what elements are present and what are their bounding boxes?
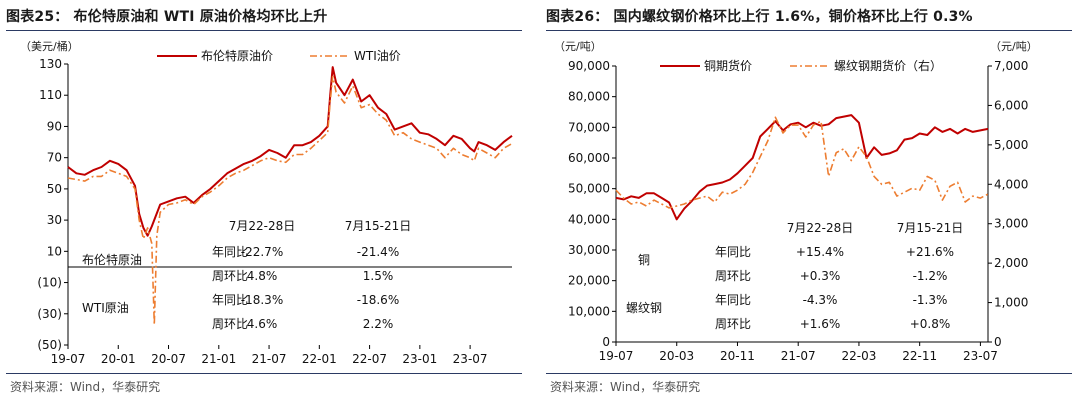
x-tick-label: 23-07 (453, 352, 488, 366)
table-cell: 4.6% (247, 317, 278, 331)
legend-label: 铜期货价 (704, 58, 752, 73)
x-tick-label: 22-07 (352, 352, 387, 366)
metal-price-chart: 0 10,000 20,000 30,000 40,000 50,000 60,000 70,… (568, 58, 1028, 363)
y2-tick-label: 5,000 (994, 138, 1028, 152)
y2-tick-label: 3,000 (994, 217, 1028, 231)
metal-price-panel: 图表26： 国内螺纹钢价格环比上行 1.6%，铜价格环比上行 0.3% （元/吨… (540, 0, 1080, 406)
source-divider (546, 373, 1072, 374)
table-row-label: 年同比 (715, 293, 751, 307)
table-row-label: 年同比 (212, 245, 248, 259)
table-cell: +0.3% (800, 269, 841, 283)
x-tick-label: 20-01 (101, 352, 136, 366)
table-header: 7月15-21日 (345, 219, 412, 233)
y-tick-label: 50 (47, 182, 62, 196)
table-header: 7月22-28日 (229, 219, 296, 233)
y-tick-label: 40,000 (568, 212, 610, 226)
x-tick-label: 23-07 (963, 349, 998, 363)
x-tick-label: 21-01 (201, 352, 236, 366)
source-note: 资料来源：Wind，华泰研究 (550, 380, 701, 394)
x-tick-label: 21-07 (781, 349, 816, 363)
title-divider (6, 30, 522, 31)
y-tick-label: 70 (47, 151, 62, 165)
y-tick-label: 20,000 (568, 274, 610, 288)
source-note: 资料来源：Wind，华泰研究 (10, 380, 161, 394)
y-tick-label: 0 (602, 335, 610, 349)
y2-tick-label: 4,000 (994, 177, 1028, 191)
table-cell: +0.8% (910, 317, 951, 331)
table-row-label: 年同比 (212, 293, 248, 307)
table-cell: 1.5% (363, 269, 394, 283)
y-tick-label: 70,000 (568, 120, 610, 134)
oil-price-panel: 图表25： 布伦特原油和 WTI 原油价格均环比上升 （美元/桶） 130 110… (0, 0, 530, 406)
table-cell: -21.4% (357, 245, 399, 259)
x-tick-label: 22-11 (902, 349, 937, 363)
y-tick-label: 30,000 (568, 243, 610, 257)
y-tick-label: 10 (47, 244, 62, 258)
legend-label: WTI油价 (354, 49, 401, 63)
title-divider (546, 30, 1072, 31)
series-line-0 (615, 114, 989, 221)
series-line-1 (67, 75, 513, 326)
y-tick-label: 30 (47, 213, 62, 227)
y2-tick-label: 6,000 (994, 98, 1028, 112)
y-tick-label: 130 (39, 57, 62, 71)
y2-tick-label: 2,000 (994, 256, 1028, 270)
y2-tick-label: 1,000 (994, 296, 1028, 310)
y2-tick-label: 0 (994, 335, 1002, 349)
table-group-name: WTI原油 (82, 301, 129, 315)
y-tick-label: 90,000 (568, 59, 610, 73)
right-axis-unit: （元/吨） (990, 40, 1038, 53)
y-tick-label: (10) (37, 276, 62, 290)
table-group-name: 布伦特原油 (82, 252, 142, 267)
table-group-name: 铜 (638, 252, 650, 267)
series-line-0 (67, 66, 513, 237)
y-tick-label: (50) (37, 338, 62, 352)
y-axis-unit: （美元/桶） (20, 40, 79, 53)
table-cell: +21.6% (906, 245, 954, 259)
oil-price-chart: 130 110 90 70 50 30 10 (10) (30) (50)19-07 20-01 20… (37, 48, 513, 366)
x-tick-label: 20-07 (151, 352, 186, 366)
x-tick-label: 21-07 (252, 352, 287, 366)
y-tick-label: 50,000 (568, 182, 610, 196)
x-tick-label: 19-07 (51, 352, 86, 366)
figure-title: 图表26： 国内螺纹钢价格环比上行 1.6%，铜价格环比上行 0.3% (546, 9, 973, 25)
table-row-label: 年同比 (715, 245, 751, 259)
table-cell: -1.3% (913, 293, 948, 307)
figure-title: 图表25： 布伦特原油和 WTI 原油价格均环比上升 (6, 9, 328, 25)
source-divider (6, 373, 522, 374)
x-tick-label: 23-01 (402, 352, 437, 366)
y-tick-label: 10,000 (568, 304, 610, 318)
y2-tick-label: 7,000 (994, 59, 1028, 73)
table-cell: 4.8% (247, 269, 278, 283)
legend-label: 螺纹钢期货价（右） (834, 58, 942, 73)
left-axis-unit: （元/吨） (554, 40, 602, 53)
table-group-name: 螺纹钢 (626, 301, 662, 315)
table-header: 7月22-28日 (787, 221, 854, 235)
table-row-label: 周环比 (715, 317, 751, 331)
x-tick-label: 20-11 (720, 349, 755, 363)
x-tick-label: 22-03 (842, 349, 877, 363)
table-cell: -18.6% (357, 293, 399, 307)
table-row-label: 周环比 (715, 269, 751, 283)
table-row-label: 周环比 (212, 317, 248, 331)
table-cell: -4.3% (803, 293, 838, 307)
table-cell: -18.3% (241, 293, 283, 307)
table-cell: 2.2% (363, 317, 394, 331)
table-cell: -22.7% (241, 245, 283, 259)
table-row-label: 周环比 (212, 269, 248, 283)
y-tick-label: 110 (39, 88, 62, 102)
y-tick-label: (30) (37, 307, 62, 321)
table-header: 7月15-21日 (897, 221, 964, 235)
x-tick-label: 19-07 (599, 349, 634, 363)
x-tick-label: 22-01 (302, 352, 337, 366)
y-tick-label: 60,000 (568, 151, 610, 165)
table-cell: +1.6% (800, 317, 841, 331)
legend-label: 布伦特原油价 (201, 48, 273, 63)
x-tick-label: 20-03 (659, 349, 694, 363)
table-cell: +15.4% (796, 245, 844, 259)
y-tick-label: 90 (47, 119, 62, 133)
y-tick-label: 80,000 (568, 90, 610, 104)
table-cell: -1.2% (913, 269, 948, 283)
